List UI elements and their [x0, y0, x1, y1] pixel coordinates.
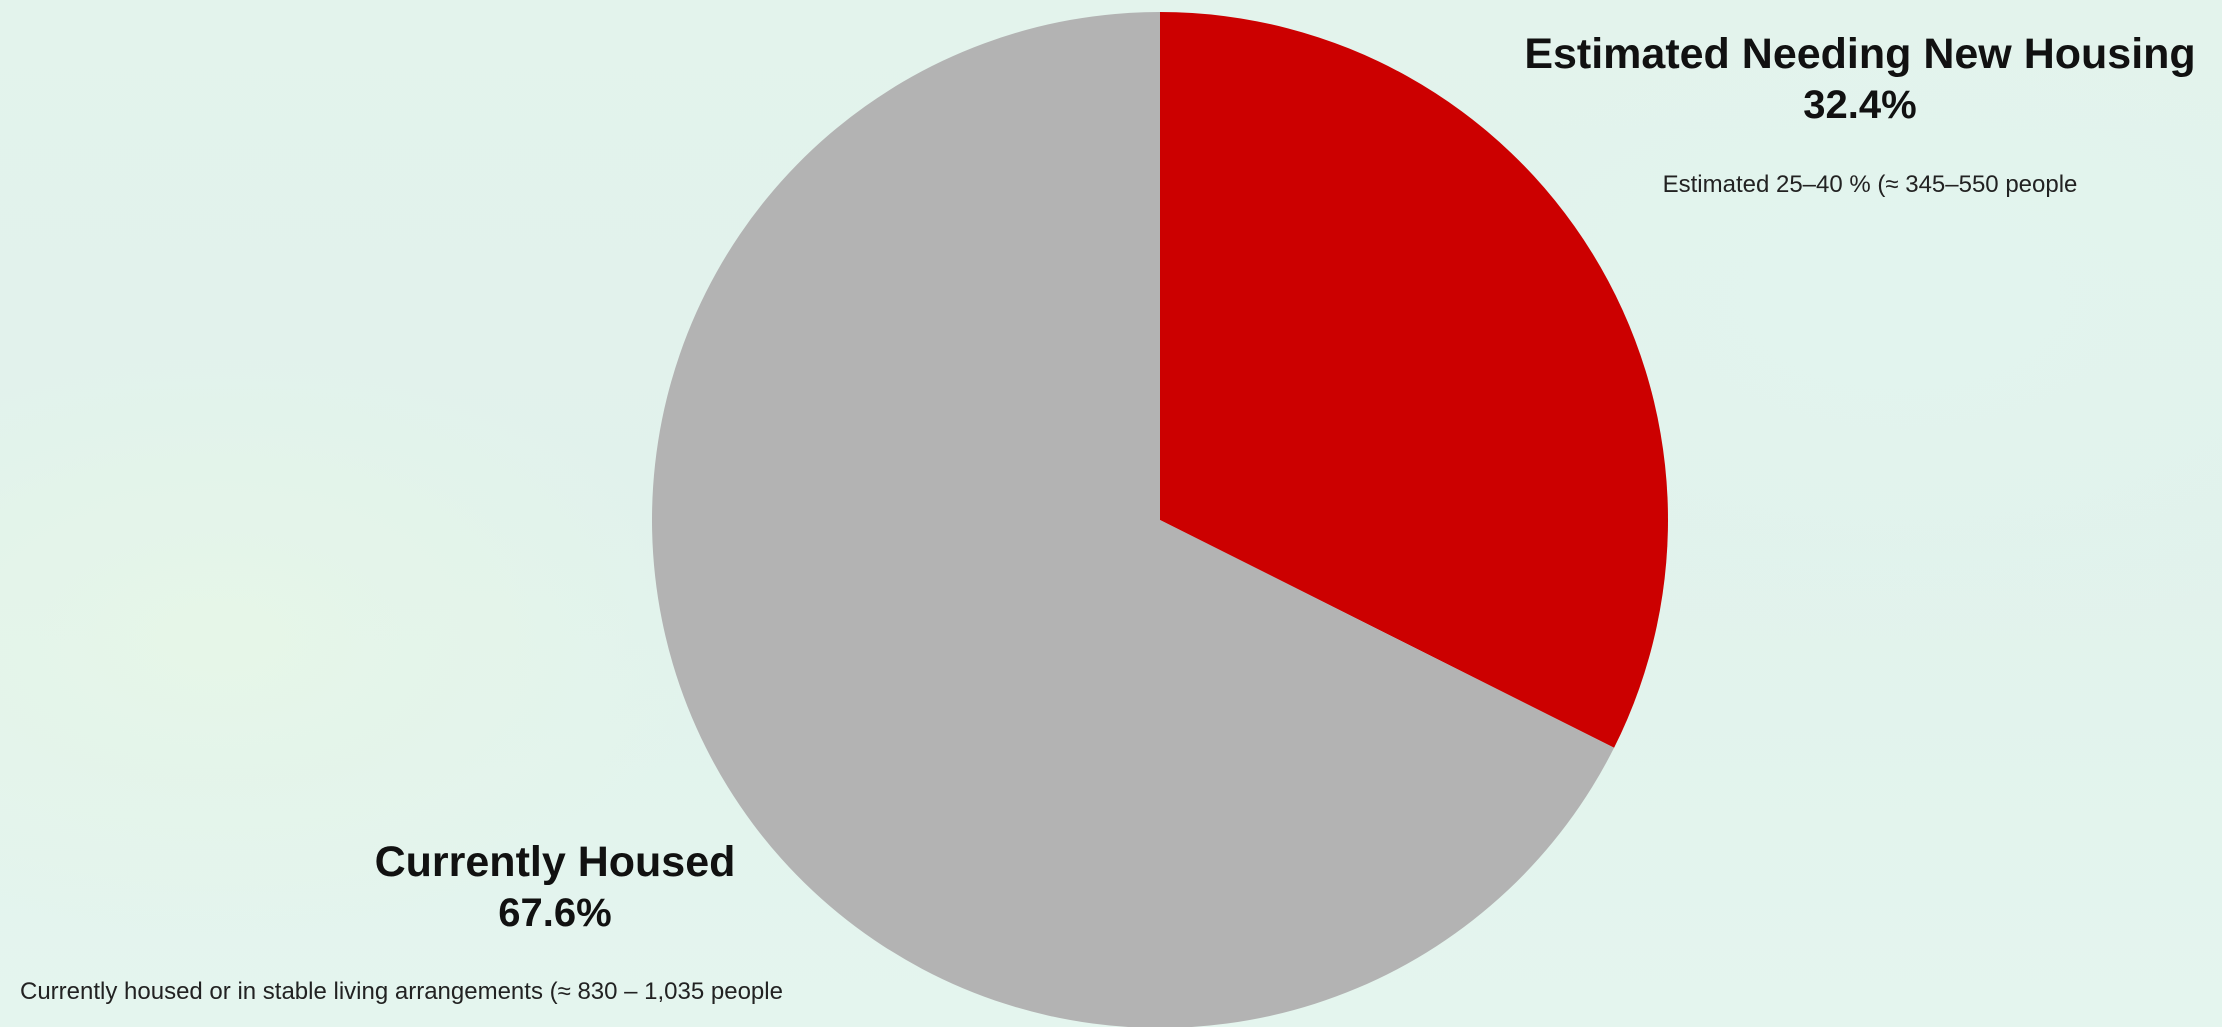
- slice-label-needing-housing: Estimated Needing New Housing 32.4%: [1500, 28, 2220, 130]
- pie-slice-needing-housing: [1160, 12, 1668, 748]
- slice-note-currently-housed: Currently housed or in stable living arr…: [20, 978, 783, 1005]
- slice-name-currently-housed: Currently Housed: [374, 838, 736, 886]
- slice-name-needing-housing: Estimated Needing New Housing: [1524, 30, 2196, 78]
- slice-percent-needing-housing: 32.4%: [1803, 83, 1917, 127]
- slice-label-currently-housed: Currently Housed 67.6%: [305, 836, 805, 938]
- slice-percent-currently-housed: 67.6%: [498, 891, 612, 935]
- slice-note-needing-housing: Estimated 25–40 % (≈ 345–550 people: [1662, 171, 2078, 198]
- pie-slice-currently-housed: [652, 12, 1615, 1027]
